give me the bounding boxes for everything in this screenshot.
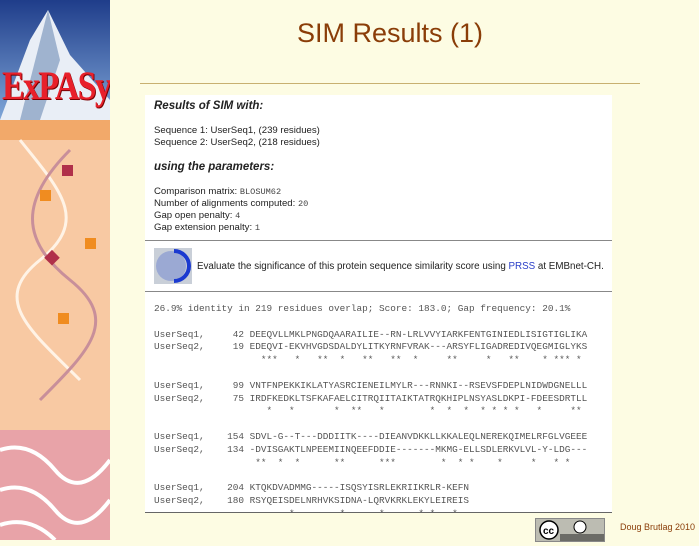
sim-results-panel: Results of SIM with: Sequence 1: UserSeq… (145, 95, 612, 519)
prss-evaluate-text: Evaluate the significance of this protei… (197, 261, 604, 272)
alignment-output: 26.9% identity in 219 residues overlap; … (154, 303, 588, 519)
prss-text-before: Evaluate the significance of this protei… (197, 261, 509, 272)
param-gap-extension: Gap extension penalty: 1 (154, 222, 260, 234)
param-gap-open: Gap open penalty: 4 (154, 210, 240, 222)
param-label: Gap extension penalty: (154, 222, 255, 233)
author-credit: Doug Brutlag 2010 (620, 522, 696, 532)
parameters-heading: using the parameters: (154, 161, 275, 173)
cc-by-license-badge[interactable]: cc (535, 518, 605, 542)
divider (145, 291, 612, 292)
sequence1-info: Sequence 1: UserSeq1, (239 residues) (154, 125, 320, 136)
expasy-logo-text: ExPASy (2, 63, 110, 108)
prss-icon[interactable] (154, 248, 192, 284)
expasy-logo-graphic (0, 0, 110, 540)
prss-text-after: at EMBnet-CH. (535, 261, 604, 272)
svg-text:cc: cc (543, 526, 555, 537)
param-value: 20 (297, 199, 309, 209)
param-label: Number of alignments computed: (154, 198, 298, 209)
slide-title: SIM Results (1) (296, 18, 484, 48)
param-value: BLOSUM62 (239, 187, 282, 197)
param-value: 1 (254, 223, 260, 233)
sequence2-info: Sequence 2: UserSeq2, (218 residues) (154, 137, 320, 148)
results-heading: Results of SIM with: (154, 100, 264, 112)
panel-bottom-divider (145, 512, 612, 513)
param-alignments: Number of alignments computed: 20 (154, 198, 308, 210)
divider (145, 240, 612, 241)
prss-link[interactable]: PRSS (508, 261, 536, 272)
param-matrix: Comparison matrix: BLOSUM62 (154, 186, 281, 198)
title-divider (140, 83, 640, 84)
param-value: 4 (235, 211, 241, 221)
param-label: Comparison matrix: (154, 186, 240, 197)
param-label: Gap open penalty: (154, 210, 236, 221)
expasy-logo-strip: ExPASy (0, 0, 110, 540)
